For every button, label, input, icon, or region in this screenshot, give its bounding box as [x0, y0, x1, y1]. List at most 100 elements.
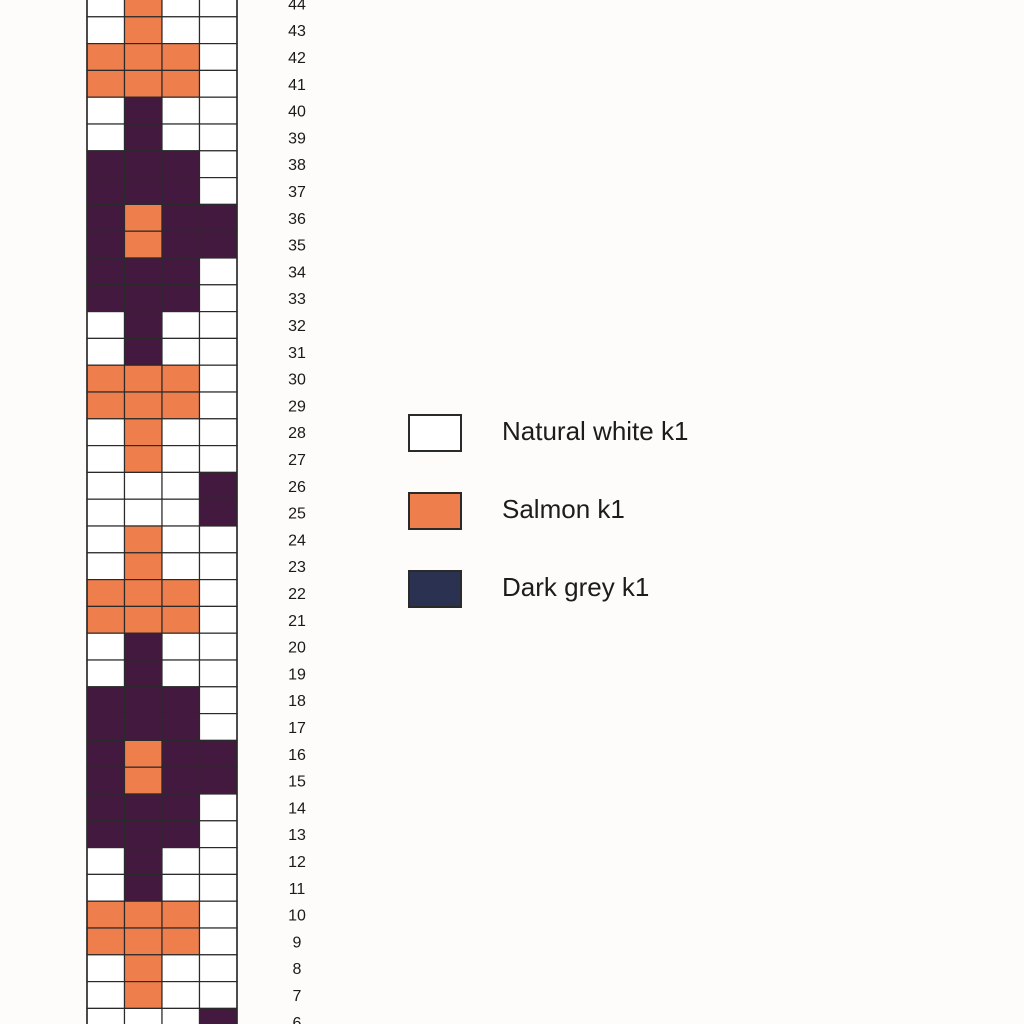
chart-cell-row-17-col-2: [123, 712, 163, 741]
chart-cell-row-31-col-1: [86, 337, 126, 366]
chart-cell-row-11-col-4: [198, 873, 238, 902]
chart-cell-row-19-col-4: [198, 659, 238, 688]
row-number-44: 44: [288, 0, 306, 13]
chart-cell-row-16-col-1: [86, 739, 126, 768]
chart-cell-row-36-col-2: [123, 203, 163, 232]
chart-cell-row-8-col-1: [86, 954, 126, 983]
chart-cell-row-14-col-3: [161, 793, 201, 822]
chart-cell-row-6-col-1: [86, 1007, 126, 1024]
chart-cell-row-11-col-1: [86, 873, 126, 902]
chart-cell-row-26-col-3: [161, 471, 201, 500]
chart-cell-row-22-col-1: [86, 578, 126, 607]
row-number-7: 7: [293, 988, 302, 1005]
chart-cell-row-15-col-3: [161, 766, 201, 795]
row-number-13: 13: [288, 827, 306, 844]
chart-cell-row-26-col-1: [86, 471, 126, 500]
chart-cell-row-40-col-3: [161, 96, 201, 125]
chart-cell-row-19-col-3: [161, 659, 201, 688]
chart-cell-row-16-col-2: [123, 739, 163, 768]
chart-cell-row-29-col-2: [123, 391, 163, 420]
row-number-27: 27: [288, 452, 306, 469]
chart-cell-row-44-col-4: [198, 0, 238, 18]
chart-cell-row-30-col-1: [86, 364, 126, 393]
row-number-32: 32: [288, 318, 306, 335]
chart-cell-row-12-col-1: [86, 846, 126, 875]
chart-cell-row-44-col-2: [123, 0, 163, 18]
chart-cell-row-40-col-4: [198, 96, 238, 125]
row-number-43: 43: [288, 23, 306, 40]
chart-cell-row-12-col-2: [123, 846, 163, 875]
chart-cell-row-7-col-2: [123, 980, 163, 1009]
row-number-28: 28: [288, 425, 306, 442]
row-number-6: 6: [293, 1015, 302, 1024]
row-number-24: 24: [288, 532, 306, 549]
chart-cell-row-42-col-3: [161, 42, 201, 71]
row-number-33: 33: [288, 291, 306, 308]
chart-cell-row-41-col-1: [86, 69, 126, 98]
legend-swatch-salmon: [408, 492, 462, 530]
chart-cell-row-39-col-1: [86, 123, 126, 152]
row-number-19: 19: [288, 666, 306, 683]
row-number-16: 16: [288, 747, 306, 764]
chart-cell-row-30-col-4: [198, 364, 238, 393]
chart-cell-row-14-col-1: [86, 793, 126, 822]
chart-cell-row-11-col-3: [161, 873, 201, 902]
chart-cell-row-37-col-2: [123, 177, 163, 206]
chart-cell-row-18-col-3: [161, 686, 201, 715]
chart-cell-row-28-col-4: [198, 418, 238, 447]
chart-cell-row-28-col-2: [123, 418, 163, 447]
chart-cell-row-10-col-4: [198, 900, 238, 929]
row-number-31: 31: [288, 345, 306, 362]
row-number-29: 29: [288, 398, 306, 415]
chart-cell-row-22-col-2: [123, 578, 163, 607]
row-number-34: 34: [288, 264, 306, 281]
chart-cell-row-17-col-3: [161, 712, 201, 741]
chart-cell-row-6-col-2: [123, 1007, 163, 1024]
chart-cell-row-35-col-4: [198, 230, 238, 259]
row-number-35: 35: [288, 238, 306, 255]
chart-cell-row-17-col-4: [198, 712, 238, 741]
chart-cell-row-42-col-4: [198, 42, 238, 71]
row-number-10: 10: [288, 908, 306, 925]
chart-cell-row-20-col-1: [86, 632, 126, 661]
chart-cell-row-41-col-4: [198, 69, 238, 98]
chart-cell-row-34-col-3: [161, 257, 201, 286]
chart-cell-row-25-col-2: [123, 498, 163, 527]
chart-cell-row-30-col-3: [161, 364, 201, 393]
chart-cell-row-31-col-4: [198, 337, 238, 366]
chart-cell-row-40-col-1: [86, 96, 126, 125]
chart-cell-row-31-col-3: [161, 337, 201, 366]
chart-cell-row-34-col-4: [198, 257, 238, 286]
chart-cell-row-21-col-4: [198, 605, 238, 634]
chart-cell-row-37-col-3: [161, 177, 201, 206]
chart-cell-row-31-col-2: [123, 337, 163, 366]
chart-cell-row-39-col-3: [161, 123, 201, 152]
chart-cell-row-35-col-2: [123, 230, 163, 259]
row-number-39: 39: [288, 130, 306, 147]
chart-cell-row-24-col-2: [123, 525, 163, 554]
chart-cell-row-13-col-4: [198, 820, 238, 849]
chart-cell-row-18-col-2: [123, 686, 163, 715]
chart-cell-row-27-col-3: [161, 445, 201, 474]
chart-cell-row-43-col-1: [86, 16, 126, 45]
legend-label-dark-grey: Dark grey k1: [502, 572, 650, 602]
chart-cell-row-8-col-3: [161, 954, 201, 983]
chart-cell-row-19-col-2: [123, 659, 163, 688]
chart-cell-row-18-col-1: [86, 686, 126, 715]
chart-cell-row-7-col-1: [86, 980, 126, 1009]
chart-cell-row-24-col-3: [161, 525, 201, 554]
chart-cell-row-39-col-2: [123, 123, 163, 152]
chart-cell-row-29-col-4: [198, 391, 238, 420]
chart-cell-row-36-col-1: [86, 203, 126, 232]
chart-cell-row-41-col-3: [161, 69, 201, 98]
row-number-18: 18: [288, 693, 306, 710]
chart-cell-row-20-col-2: [123, 632, 163, 661]
chart-cell-row-10-col-2: [123, 900, 163, 929]
chart-cell-row-28-col-1: [86, 418, 126, 447]
chart-cell-row-44-col-1: [86, 0, 126, 18]
chart-cell-row-38-col-1: [86, 150, 126, 179]
chart-cell-row-34-col-1: [86, 257, 126, 286]
row-number-25: 25: [288, 506, 306, 523]
chart-cell-row-35-col-1: [86, 230, 126, 259]
